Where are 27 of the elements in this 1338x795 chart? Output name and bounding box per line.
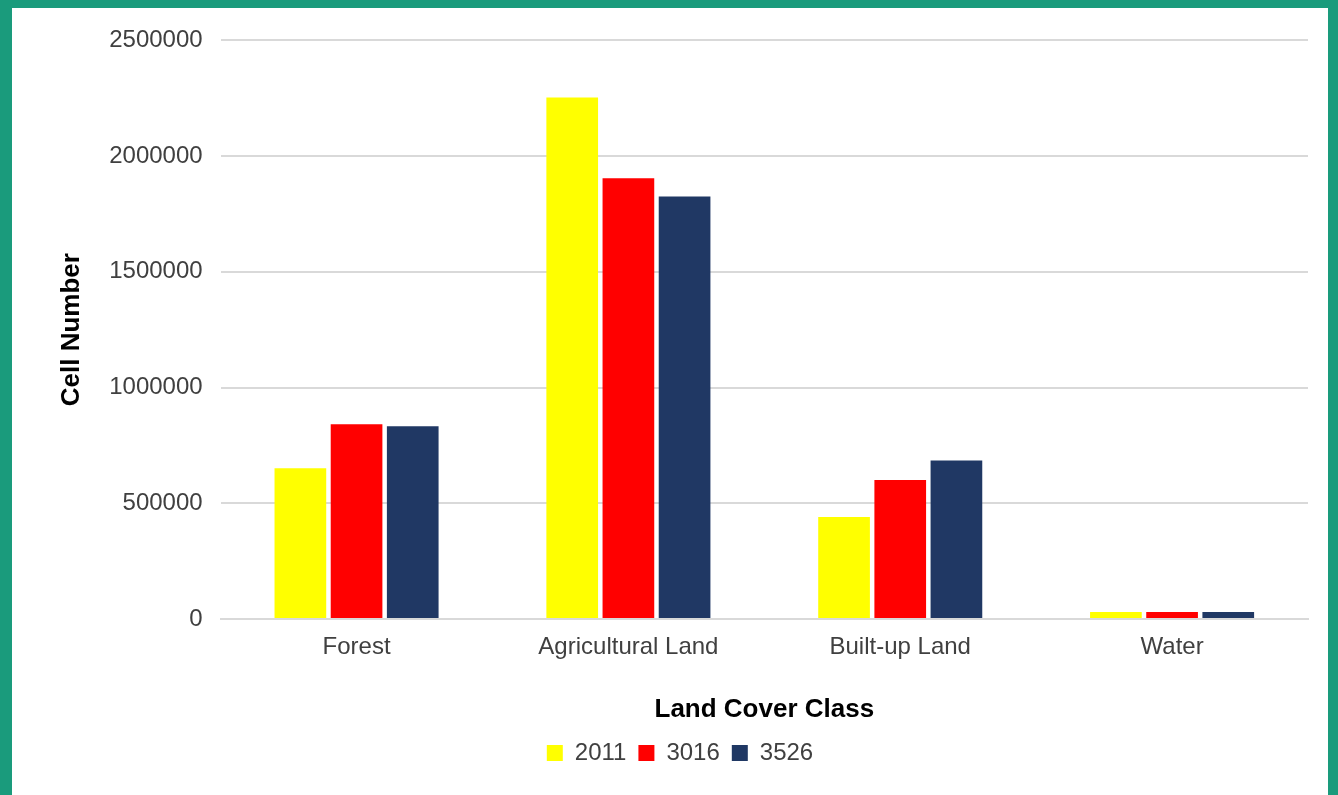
bar xyxy=(330,424,383,618)
y-tick-label: 1000000 xyxy=(109,372,203,400)
x-tick-label: Water xyxy=(1140,632,1204,660)
bar xyxy=(658,196,711,618)
x-axis-title: Land Cover Class xyxy=(654,692,875,723)
y-tick-label: 2000000 xyxy=(109,140,203,168)
bar xyxy=(274,468,327,618)
bar xyxy=(1090,612,1142,618)
bar xyxy=(1146,612,1198,618)
bar xyxy=(386,426,439,618)
x-tick-label: Agricultural Land xyxy=(538,632,719,660)
bar xyxy=(602,178,655,618)
bar xyxy=(874,479,927,618)
bar xyxy=(1202,612,1255,618)
bar xyxy=(818,516,870,618)
x-tick-label: Forest xyxy=(322,632,391,660)
y-tick-label: 0 xyxy=(189,603,203,631)
legend-label: 2011 xyxy=(574,737,627,765)
bar xyxy=(546,97,599,618)
y-tick-label: 500000 xyxy=(122,487,203,515)
legend-label: 3016 xyxy=(666,737,720,765)
bar xyxy=(930,460,983,618)
x-tick-label: Built-up Land xyxy=(829,632,971,660)
y-axis-title: Cell Number xyxy=(54,253,85,407)
y-tick-label: 1500000 xyxy=(109,256,203,284)
legend-label: 3526 xyxy=(759,737,814,765)
y-tick-label: 2500000 xyxy=(109,25,203,53)
